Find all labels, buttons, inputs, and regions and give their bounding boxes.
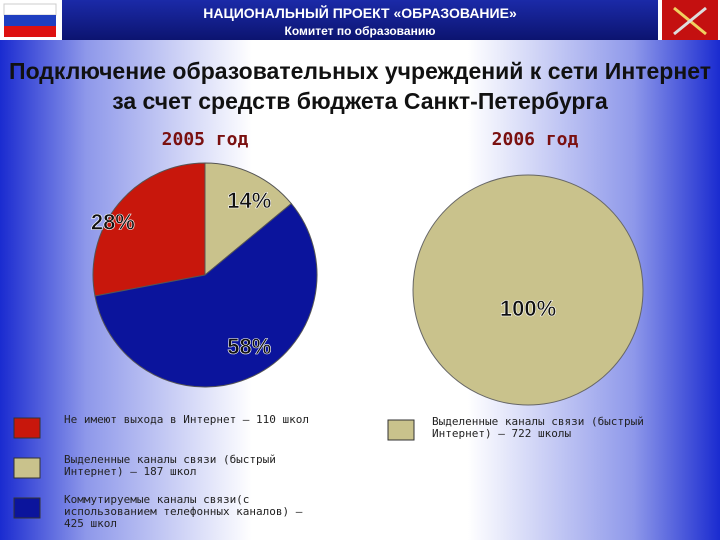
pie-slice [412, 174, 644, 406]
slide-title: Подключение образовательных учреждений к… [9, 58, 711, 114]
legend-swatch [13, 497, 41, 519]
value-label: 28% [91, 209, 135, 234]
legend-label: Коммутируемые каналы связи(с использован… [64, 493, 303, 530]
value-label: 58% [227, 334, 271, 359]
pie-slice [94, 202, 318, 388]
flag [3, 3, 57, 37]
pie-slice [204, 162, 293, 277]
legend-label: Выделенные каналы связи (быстрый Интерне… [64, 453, 276, 478]
legend-swatch [13, 457, 41, 479]
pie-title: 2005 год [162, 129, 249, 150]
value-label: 14% [227, 188, 271, 213]
legend-label: Не имеют выхода в Интернет – 110 школ [64, 413, 310, 426]
legend-label: Выделенные каналы связи (быстрый Интерне… [432, 415, 644, 440]
legend-swatch [13, 417, 41, 439]
legend-swatch [387, 419, 415, 441]
value-label: 100% [500, 296, 556, 321]
pie-slice [92, 162, 206, 297]
header-bar: НАЦИОНАЛЬНЫЙ ПРОЕКТ «ОБРАЗОВАНИЕ» Комите… [62, 0, 658, 40]
header-subtitle: Комитет по образованию [284, 24, 436, 38]
header-title: НАЦИОНАЛЬНЫЙ ПРОЕКТ «ОБРАЗОВАНИЕ» [203, 5, 517, 21]
header: НАЦИОНАЛЬНЫЙ ПРОЕКТ «ОБРАЗОВАНИЕ» Комите… [0, 0, 720, 40]
emblem [662, 0, 718, 40]
pie-title: 2006 год [492, 129, 579, 150]
